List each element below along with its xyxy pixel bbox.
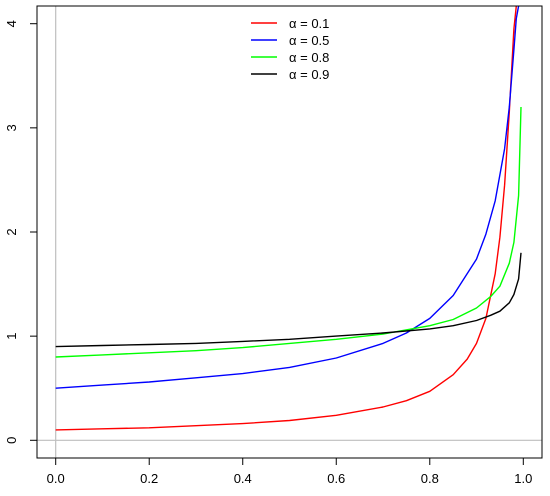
x-tick-label: 1.0 (514, 471, 532, 486)
legend-label: α = 0.5 (289, 33, 329, 48)
x-tick-label: 0.8 (421, 471, 439, 486)
y-tick-label: 0 (4, 437, 19, 444)
x-tick-label: 0.6 (327, 471, 345, 486)
series-line-1 (55, 6, 517, 431)
reference-lines (37, 6, 542, 458)
series-lines (55, 6, 522, 431)
y-tick-label: 2 (4, 228, 19, 235)
x-tick-label: 0.2 (140, 471, 158, 486)
y-tick-label: 3 (4, 124, 19, 131)
y-axis: 0 1 2 3 4 (4, 20, 38, 444)
x-tick-label: 0.4 (234, 471, 252, 486)
series-line-3 (55, 106, 522, 358)
x-tick-label: 0.0 (47, 471, 65, 486)
series-line-2 (55, 6, 520, 389)
series-line-4 (55, 252, 522, 348)
legend-label: α = 0.8 (289, 50, 329, 65)
y-tick-label: 4 (4, 20, 19, 27)
legend-label: α = 0.9 (289, 67, 329, 82)
x-axis: 0.0 0.2 0.4 0.6 0.8 1.0 (47, 457, 532, 486)
legend: α = 0.1 α = 0.5 α = 0.8 α = 0.9 (251, 16, 329, 82)
y-tick-label: 1 (4, 333, 19, 340)
legend-label: α = 0.1 (289, 16, 329, 31)
